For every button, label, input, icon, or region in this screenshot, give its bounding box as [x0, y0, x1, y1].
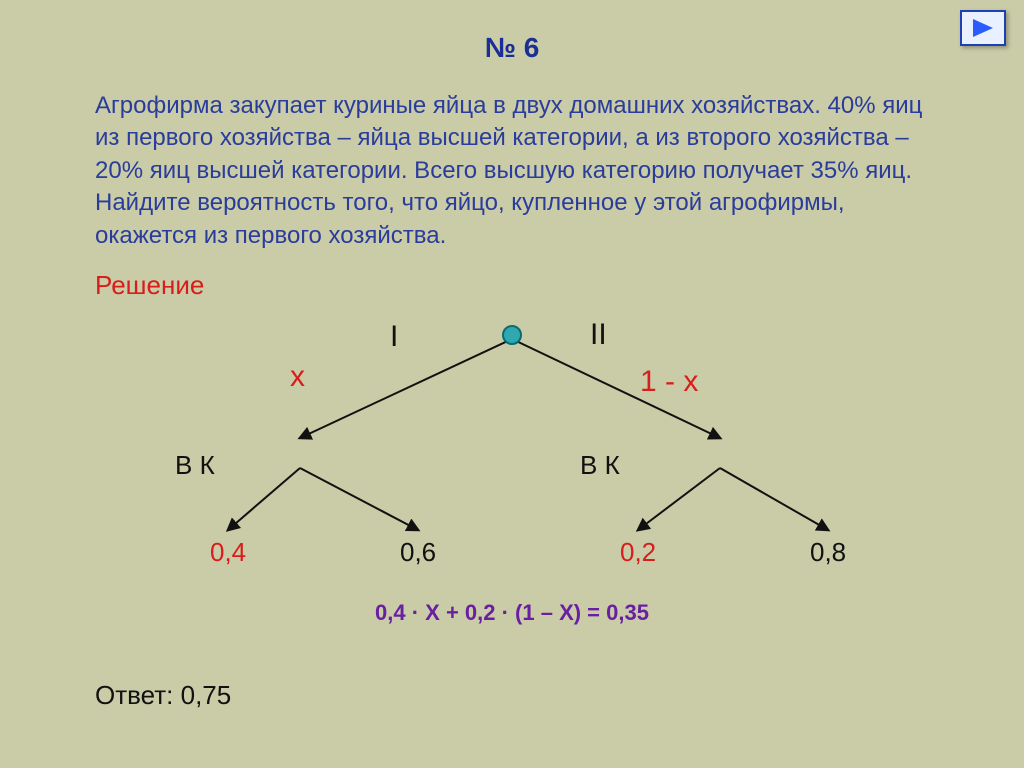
tree-leaf-2: 0,2 — [620, 537, 656, 568]
problem-text: Агрофирма закупает куриные яйца в двух д… — [95, 90, 935, 252]
answer: Ответ: 0,75 — [95, 680, 231, 711]
solution-label: Решение — [95, 270, 204, 301]
tree-mid-label-left: В К — [175, 450, 215, 481]
tree-branch-2-label: ІІ — [590, 318, 607, 352]
tree-mid-label-right: В К — [580, 450, 620, 481]
slide: № 6 Агрофирма закупает куриные яйца в дв… — [0, 0, 1024, 768]
tree-leaf-1: 0,6 — [400, 537, 436, 568]
tree-branch-1-label: І — [390, 320, 398, 354]
tree-leaf-3: 0,8 — [810, 537, 846, 568]
tree-leaf-0: 0,4 — [210, 537, 246, 568]
tree-branch-2-prob: 1 - х — [640, 365, 698, 399]
equation: 0,4 · Х + 0,2 · (1 – Х) = 0,35 — [0, 600, 1024, 626]
page-title: № 6 — [0, 32, 1024, 64]
tree-branch-1-prob: х — [290, 360, 305, 394]
